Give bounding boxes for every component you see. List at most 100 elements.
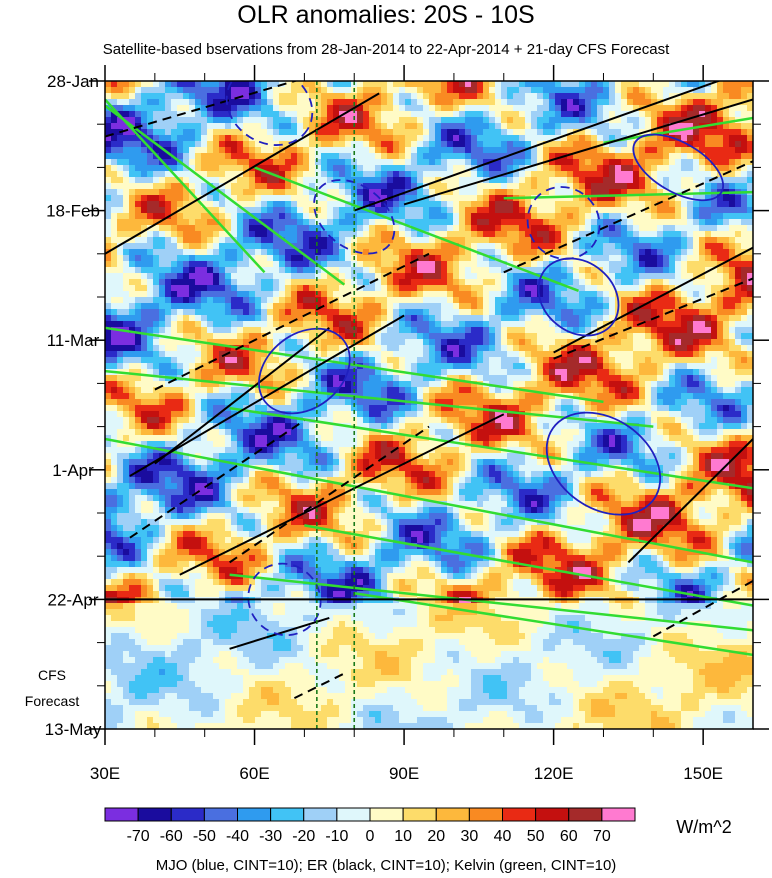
field-cell xyxy=(483,333,490,340)
field-cell xyxy=(171,123,178,130)
field-cell xyxy=(435,231,442,238)
field-cell xyxy=(453,153,460,160)
field-cell xyxy=(105,159,112,166)
field-cell xyxy=(717,309,724,316)
field-cell xyxy=(507,285,514,292)
field-cell xyxy=(651,249,658,256)
field-cell xyxy=(177,135,184,142)
field-cell xyxy=(189,105,196,112)
field-cell xyxy=(117,267,124,274)
field-cell xyxy=(741,225,748,232)
field-cell xyxy=(177,237,184,244)
field-cell xyxy=(345,117,352,124)
field-cell xyxy=(633,219,640,226)
field-cell xyxy=(651,213,658,220)
field-cell xyxy=(291,135,298,142)
field-cell xyxy=(681,165,688,172)
field-cell xyxy=(219,165,226,172)
field-cell xyxy=(297,183,304,190)
field-cell xyxy=(501,267,508,274)
field-cell xyxy=(525,303,532,310)
field-cell xyxy=(645,207,652,214)
field-cell xyxy=(585,345,592,352)
field-cell xyxy=(603,219,610,226)
field-cell xyxy=(225,213,232,220)
field-cell xyxy=(321,321,328,328)
field-cell xyxy=(651,207,658,214)
field-cell xyxy=(573,339,580,346)
field-cell xyxy=(381,285,388,292)
field-cell xyxy=(111,153,118,160)
field-cell xyxy=(561,303,568,310)
field-cell xyxy=(393,201,400,208)
field-cell xyxy=(183,93,190,100)
field-cell xyxy=(243,327,250,334)
field-cell xyxy=(465,291,472,298)
field-cell xyxy=(159,195,166,202)
field-cell xyxy=(687,279,694,286)
field-cell xyxy=(321,111,328,118)
field-cell xyxy=(201,225,208,232)
field-cell xyxy=(117,237,124,244)
field-cell xyxy=(219,261,226,268)
field-cell xyxy=(543,255,550,262)
field-cell xyxy=(237,111,244,118)
field-cell xyxy=(495,255,502,262)
field-cell xyxy=(501,201,508,208)
field-cell xyxy=(327,111,334,118)
field-cell xyxy=(201,105,208,112)
field-cell xyxy=(609,141,616,148)
field-cell xyxy=(267,207,274,214)
field-cell xyxy=(549,315,556,322)
field-cell xyxy=(441,105,448,112)
field-cell xyxy=(501,183,508,190)
field-cell xyxy=(363,309,370,316)
field-cell xyxy=(345,261,352,268)
field-cell xyxy=(171,183,178,190)
field-cell xyxy=(561,237,568,244)
field-cell xyxy=(645,171,652,178)
field-cell xyxy=(129,339,136,346)
field-cell xyxy=(153,327,160,334)
field-cell xyxy=(549,267,556,274)
field-cell xyxy=(285,111,292,118)
field-cell xyxy=(681,231,688,238)
field-cell xyxy=(321,213,328,220)
field-cell xyxy=(381,141,388,148)
field-cell xyxy=(681,87,688,94)
field-cell xyxy=(663,117,670,124)
field-cell xyxy=(105,291,112,298)
field-cell xyxy=(585,111,592,118)
field-cell xyxy=(579,153,586,160)
field-cell xyxy=(537,249,544,256)
field-cell xyxy=(267,279,274,286)
field-cell xyxy=(123,129,130,136)
field-cell xyxy=(369,267,376,274)
field-cell xyxy=(207,285,214,292)
field-cell xyxy=(411,291,418,298)
field-cell xyxy=(711,123,718,130)
field-cell xyxy=(231,273,238,280)
field-cell xyxy=(567,333,574,340)
field-cell xyxy=(549,183,556,190)
field-cell xyxy=(513,327,520,334)
field-cell xyxy=(513,153,520,160)
field-cell xyxy=(105,201,112,208)
field-cell xyxy=(153,279,160,286)
field-cell xyxy=(393,123,400,130)
field-cell xyxy=(615,141,622,148)
field-cell xyxy=(387,93,394,100)
field-cell xyxy=(621,87,628,94)
field-cell xyxy=(243,111,250,118)
field-cell xyxy=(183,279,190,286)
field-cell xyxy=(129,165,136,172)
field-cell xyxy=(735,291,742,298)
field-cell xyxy=(387,285,394,292)
field-cell xyxy=(519,189,526,196)
field-cell xyxy=(513,93,520,100)
field-cell xyxy=(141,81,148,88)
field-cell xyxy=(105,303,112,310)
field-cell xyxy=(465,135,472,142)
field-cell xyxy=(543,153,550,160)
field-cell xyxy=(681,135,688,142)
